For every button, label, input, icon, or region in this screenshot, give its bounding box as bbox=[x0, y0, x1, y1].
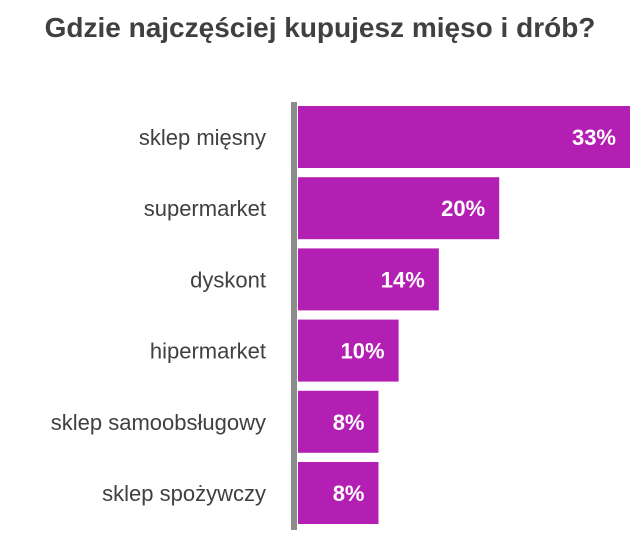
data-label: 33% bbox=[572, 125, 616, 150]
category-label: sklep samoobsługowy bbox=[51, 410, 266, 435]
data-label: 20% bbox=[441, 196, 485, 221]
category-label: hipermarket bbox=[150, 339, 266, 364]
bar bbox=[298, 319, 399, 382]
data-label: 10% bbox=[341, 339, 385, 364]
data-label: 14% bbox=[381, 267, 425, 292]
bar bbox=[298, 248, 439, 311]
bar bbox=[298, 106, 630, 168]
data-label: 8% bbox=[333, 410, 365, 435]
category-label: dyskont bbox=[190, 267, 266, 292]
y-axis-line bbox=[291, 102, 297, 530]
bar bbox=[298, 390, 379, 453]
bar bbox=[298, 462, 379, 524]
data-label: 8% bbox=[333, 481, 365, 506]
bar bbox=[298, 177, 500, 240]
chart-title: Gdzie najczęściej kupujesz mięso i drób? bbox=[44, 12, 596, 43]
category-label: sklep spożywczy bbox=[102, 481, 266, 506]
category-label: supermarket bbox=[144, 196, 266, 221]
category-label: sklep mięsny bbox=[139, 125, 266, 150]
